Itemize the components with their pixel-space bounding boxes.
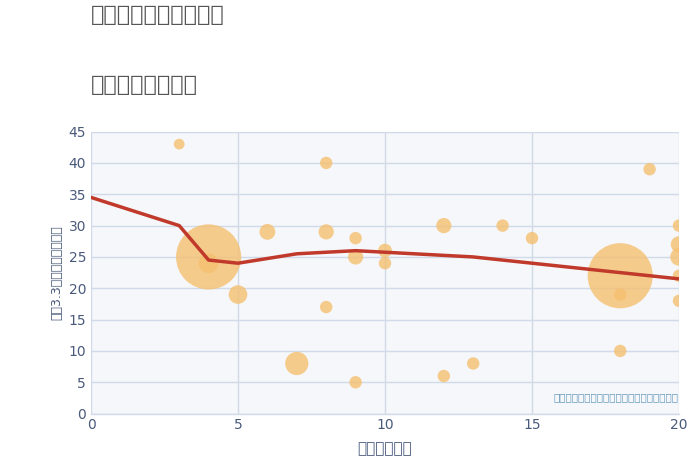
Point [673,297,685,305]
Point [379,247,391,254]
Point [615,272,626,280]
Point [438,372,449,380]
Point [232,291,244,298]
Point [615,291,626,298]
Point [673,222,685,229]
Point [673,272,685,280]
Point [350,253,361,261]
Point [526,235,538,242]
Point [262,228,273,235]
Point [379,259,391,267]
Point [350,378,361,386]
Point [468,360,479,367]
Y-axis label: 坪（3.3㎡）単価（万円）: 坪（3.3㎡）単価（万円） [50,225,63,320]
Point [673,253,685,261]
Point [203,259,214,267]
Point [644,165,655,173]
Text: 円の大きさは、取引のあった物件面積を示す: 円の大きさは、取引のあった物件面積を示す [554,392,679,402]
Point [321,159,332,167]
Point [615,347,626,355]
Text: 駅距離別土地価格: 駅距離別土地価格 [91,75,198,95]
Point [438,222,449,229]
Point [203,253,214,261]
Point [350,235,361,242]
Text: 愛知県碧南市伊勢町の: 愛知県碧南市伊勢町の [91,5,225,25]
Point [321,228,332,235]
Point [673,241,685,248]
Point [291,360,302,367]
X-axis label: 駅距離（分）: 駅距離（分） [358,441,412,456]
Point [497,222,508,229]
Point [321,303,332,311]
Point [174,141,185,148]
